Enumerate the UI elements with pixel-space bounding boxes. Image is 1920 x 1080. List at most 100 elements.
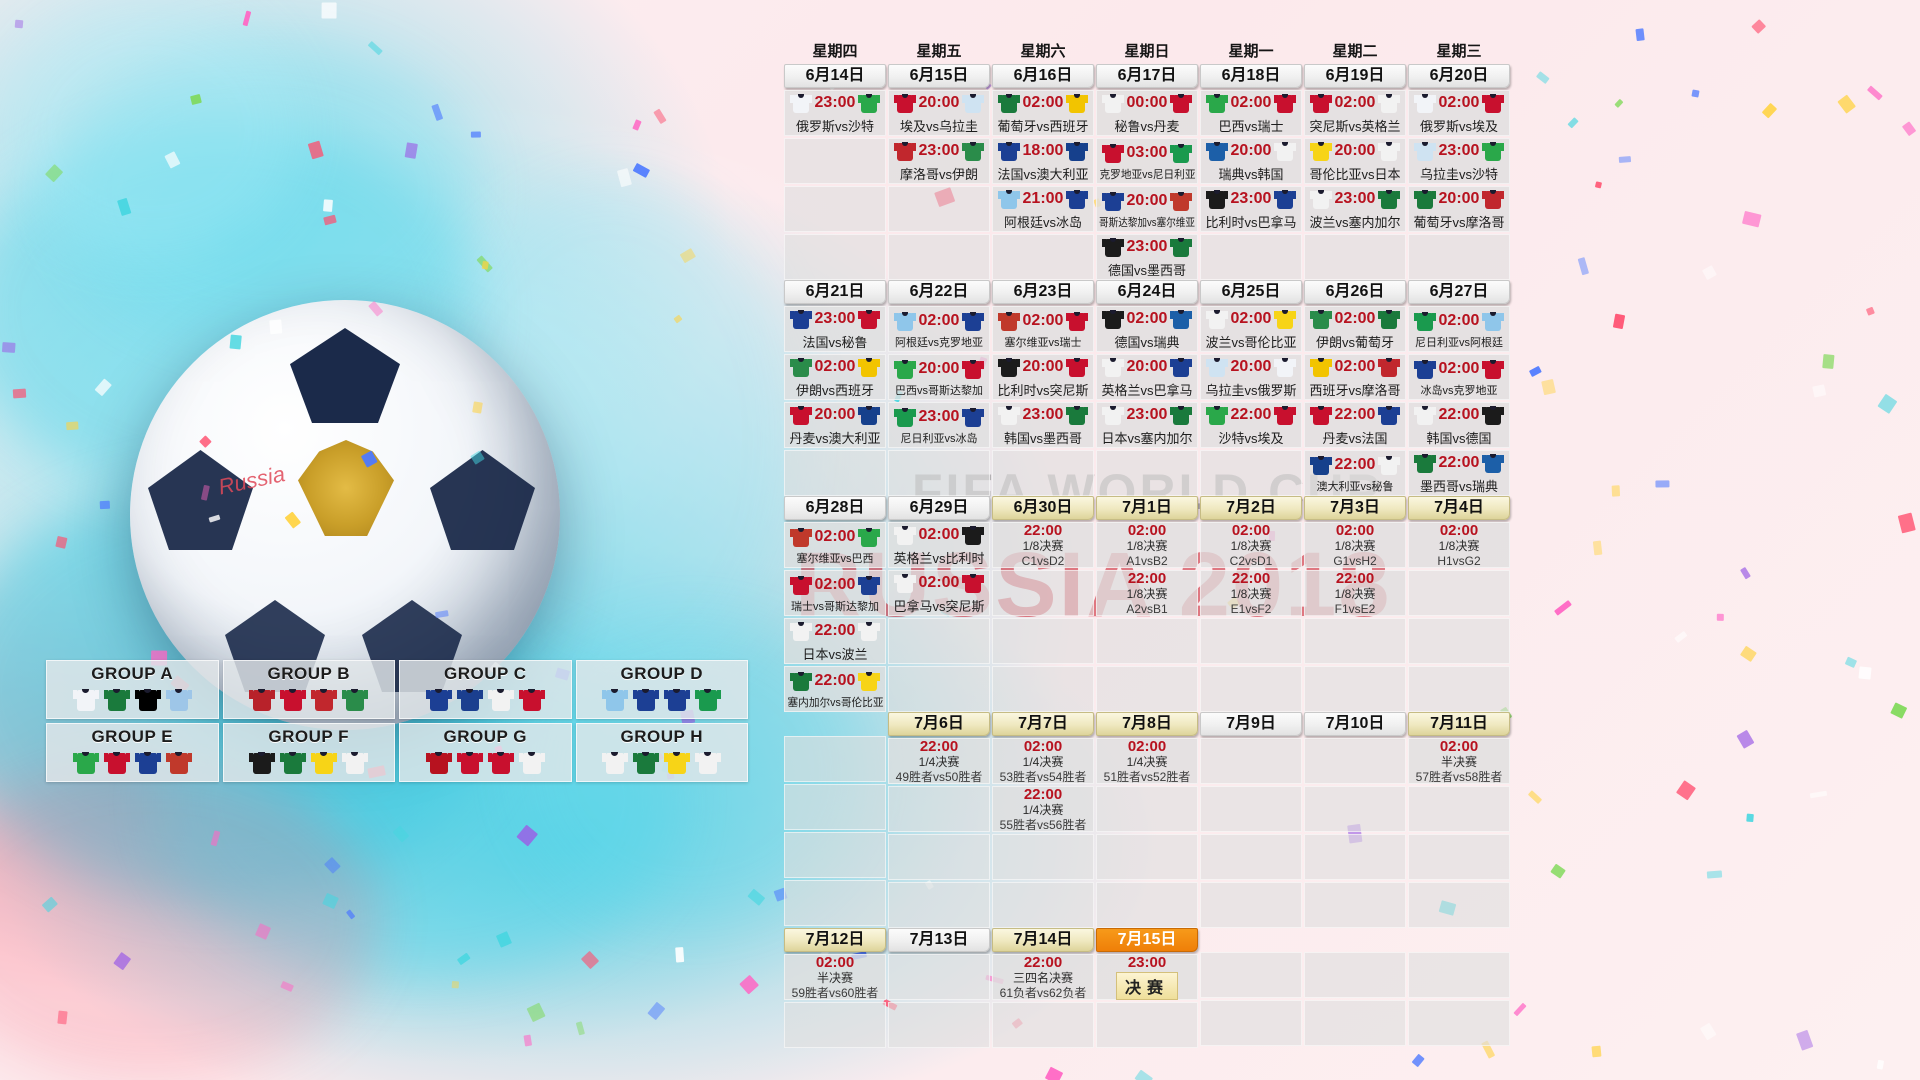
group-box-c[interactable]: GROUP C — [399, 660, 572, 719]
date-label[interactable]: 6月17日 — [1096, 64, 1198, 88]
date-label[interactable]: 6月27日 — [1408, 280, 1510, 304]
match-cell[interactable]: 02:00 阿根廷vs克罗地亚 — [888, 306, 990, 352]
date-label[interactable]: 7月2日 — [1200, 496, 1302, 520]
knockout-cell[interactable]: 02:00 1/4决赛 51胜者vs52胜者 — [1096, 738, 1198, 784]
match-cell[interactable]: 22:00 丹麦vs法国 — [1304, 402, 1406, 448]
date-label[interactable]: 6月26日 — [1304, 280, 1406, 304]
match-cell[interactable]: 02:00 德国vs瑞典 — [1096, 306, 1198, 352]
match-cell[interactable]: 02:00 巴西vs瑞士 — [1200, 90, 1302, 136]
match-cell[interactable]: 22:00 韩国vs德国 — [1408, 402, 1510, 448]
match-cell[interactable]: 02:00 尼日利亚vs阿根廷 — [1408, 306, 1510, 352]
knockout-cell[interactable]: 02:00 半决赛 57胜者vs58胜者 — [1408, 738, 1510, 784]
date-label[interactable]: 7月12日 — [784, 928, 886, 952]
date-label[interactable]: 7月1日 — [1096, 496, 1198, 520]
knockout-cell[interactable]: 02:00 1/8决赛 H1vsG2 — [1408, 522, 1510, 568]
match-cell[interactable]: 23:00 摩洛哥vs伊朗 — [888, 138, 990, 184]
match-cell[interactable]: 20:00 乌拉圭vs俄罗斯 — [1200, 354, 1302, 400]
match-cell[interactable]: 02:00 西班牙vs摩洛哥 — [1304, 354, 1406, 400]
date-label[interactable]: 6月16日 — [992, 64, 1094, 88]
group-box-f[interactable]: GROUP F — [222, 723, 395, 782]
match-cell[interactable]: 20:00 比利时vs突尼斯 — [992, 354, 1094, 400]
match-cell[interactable]: 23:00 日本vs塞内加尔 — [1096, 402, 1198, 448]
match-cell[interactable]: 23:00 波兰vs塞内加尔 — [1304, 186, 1406, 232]
date-label[interactable]: 6月29日 — [888, 496, 990, 520]
knockout-cell[interactable]: 22:00 1/8决赛 F1vsE2 — [1304, 570, 1406, 616]
match-cell[interactable]: 23:00 韩国vs墨西哥 — [992, 402, 1094, 448]
final-match-cell[interactable]: 23:00 决赛 — [1096, 954, 1198, 1000]
match-cell[interactable]: 02:00 波兰vs哥伦比亚 — [1200, 306, 1302, 352]
date-label[interactable]: 7月3日 — [1304, 496, 1406, 520]
knockout-cell[interactable]: 22:00 1/4决赛 55胜者vs56胜者 — [992, 786, 1094, 832]
date-label[interactable]: 6月14日 — [784, 64, 886, 88]
match-cell[interactable]: 02:00 巴拿马vs突尼斯 — [888, 570, 990, 616]
match-cell[interactable]: 03:00 克罗地亚vs尼日利亚 — [1096, 138, 1198, 184]
match-cell[interactable]: 23:00 法国vs秘鲁 — [784, 306, 886, 352]
match-cell[interactable]: 23:00 俄罗斯vs沙特 — [784, 90, 886, 136]
match-cell[interactable]: 20:00 巴西vs哥斯达黎加 — [888, 354, 990, 400]
knockout-cell[interactable]: 02:00 半决赛 59胜者vs60胜者 — [784, 954, 886, 1000]
group-box-g[interactable]: GROUP G — [399, 723, 572, 782]
match-cell[interactable]: 20:00 英格兰vs巴拿马 — [1096, 354, 1198, 400]
date-label[interactable]: 6月25日 — [1200, 280, 1302, 304]
match-cell[interactable]: 02:00 俄罗斯vs埃及 — [1408, 90, 1510, 136]
knockout-cell[interactable]: 02:00 1/4决赛 53胜者vs54胜者 — [992, 738, 1094, 784]
match-cell[interactable]: 22:00 沙特vs埃及 — [1200, 402, 1302, 448]
knockout-cell[interactable]: 22:00 1/8决赛 A2vsB1 — [1096, 570, 1198, 616]
date-label[interactable]: 7月7日 — [992, 712, 1094, 736]
match-cell[interactable]: 20:00 瑞典vs韩国 — [1200, 138, 1302, 184]
match-cell[interactable]: 02:00 突尼斯vs英格兰 — [1304, 90, 1406, 136]
match-cell[interactable]: 18:00 法国vs澳大利亚 — [992, 138, 1094, 184]
date-label[interactable]: 7月4日 — [1408, 496, 1510, 520]
match-cell[interactable]: 02:00 英格兰vs比利时 — [888, 522, 990, 568]
date-label[interactable]: 7月10日 — [1304, 712, 1406, 736]
group-box-h[interactable]: GROUP H — [575, 723, 748, 782]
match-cell[interactable]: 02:00 瑞士vs哥斯达黎加 — [784, 570, 886, 616]
date-label[interactable]: 6月19日 — [1304, 64, 1406, 88]
date-label[interactable]: 7月14日 — [992, 928, 1094, 952]
date-label[interactable]: 6月15日 — [888, 64, 990, 88]
match-cell[interactable]: 02:00 伊朗vs西班牙 — [784, 354, 886, 400]
date-label[interactable]: 6月20日 — [1408, 64, 1510, 88]
match-cell[interactable]: 02:00 塞尔维亚vs巴西 — [784, 522, 886, 568]
match-cell[interactable]: 23:00 尼日利亚vs冰岛 — [888, 402, 990, 448]
match-cell[interactable]: 00:00 秘鲁vs丹麦 — [1096, 90, 1198, 136]
date-label[interactable]: 7月15日 — [1096, 928, 1198, 952]
match-cell[interactable]: 02:00 冰岛vs克罗地亚 — [1408, 354, 1510, 400]
date-label[interactable]: 7月8日 — [1096, 712, 1198, 736]
match-cell[interactable]: 22:00 墨西哥vs瑞典 — [1408, 450, 1510, 496]
match-cell[interactable]: 20:00 埃及vs乌拉圭 — [888, 90, 990, 136]
match-cell[interactable]: 23:00 乌拉圭vs沙特 — [1408, 138, 1510, 184]
match-cell[interactable]: 20:00 葡萄牙vs摩洛哥 — [1408, 186, 1510, 232]
knockout-cell[interactable]: 22:00 1/8决赛 C1vsD2 — [992, 522, 1094, 568]
date-label[interactable]: 6月22日 — [888, 280, 990, 304]
match-cell[interactable]: 02:00 葡萄牙vs西班牙 — [992, 90, 1094, 136]
match-cell[interactable]: 22:00 塞内加尔vs哥伦比亚 — [784, 666, 886, 712]
date-label[interactable]: 6月24日 — [1096, 280, 1198, 304]
date-label[interactable]: 6月18日 — [1200, 64, 1302, 88]
date-label[interactable]: 7月11日 — [1408, 712, 1510, 736]
knockout-cell[interactable]: 22:00 1/8决赛 E1vsF2 — [1200, 570, 1302, 616]
date-label[interactable]: 6月21日 — [784, 280, 886, 304]
date-label[interactable]: 6月28日 — [784, 496, 886, 520]
match-cell[interactable]: 20:00 丹麦vs澳大利亚 — [784, 402, 886, 448]
group-box-d[interactable]: GROUP D — [575, 660, 748, 719]
knockout-cell[interactable]: 02:00 1/8决赛 G1vsH2 — [1304, 522, 1406, 568]
date-label[interactable]: 7月9日 — [1200, 712, 1302, 736]
knockout-cell[interactable]: 22:00 1/4决赛 49胜者vs50胜者 — [888, 738, 990, 784]
date-label[interactable]: 7月6日 — [888, 712, 990, 736]
match-cell[interactable]: 22:00 澳大利亚vs秘鲁 — [1304, 450, 1406, 496]
match-cell[interactable]: 23:00 德国vs墨西哥 — [1096, 234, 1198, 280]
match-cell[interactable]: 22:00 日本vs波兰 — [784, 618, 886, 664]
group-box-a[interactable]: GROUP A — [46, 660, 219, 719]
match-cell[interactable]: 02:00 塞尔维亚vs瑞士 — [992, 306, 1094, 352]
knockout-cell[interactable]: 02:00 1/8决赛 C2vsD1 — [1200, 522, 1302, 568]
group-box-e[interactable]: GROUP E — [46, 723, 219, 782]
date-label[interactable]: 7月13日 — [888, 928, 990, 952]
match-cell[interactable]: 20:00 哥斯达黎加vs塞尔维亚 — [1096, 186, 1198, 232]
knockout-cell[interactable]: 22:00 三四名决赛 61负者vs62负者 — [992, 954, 1094, 1000]
match-cell[interactable]: 23:00 比利时vs巴拿马 — [1200, 186, 1302, 232]
match-cell[interactable]: 20:00 哥伦比亚vs日本 — [1304, 138, 1406, 184]
group-box-b[interactable]: GROUP B — [222, 660, 395, 719]
match-cell[interactable]: 02:00 伊朗vs葡萄牙 — [1304, 306, 1406, 352]
date-label[interactable]: 6月23日 — [992, 280, 1094, 304]
